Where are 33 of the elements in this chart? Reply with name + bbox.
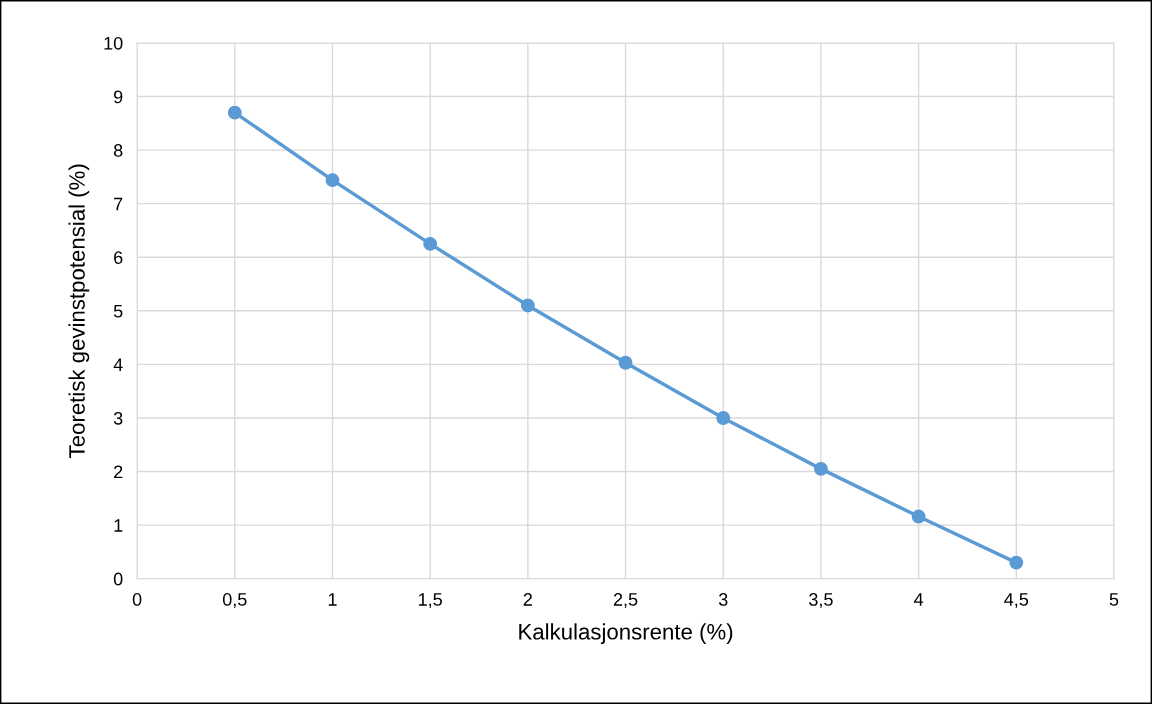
x-tick-label: 3 (718, 593, 728, 606)
x-axis-title: Kalkulasjonsrente (%) (519, 623, 733, 645)
y-tick-label: 10 (104, 36, 123, 50)
point (325, 173, 340, 188)
x-tick-label: 1 (328, 593, 337, 606)
y-tick-label: 3 (113, 411, 123, 425)
y-tick-label: 8 (113, 144, 123, 157)
point (813, 461, 828, 476)
point (618, 355, 633, 370)
x-tick-label: 4 (914, 593, 924, 606)
x-tick-label: 0,5 (222, 593, 247, 608)
x-tick-label: 1,5 (418, 593, 442, 608)
y-tick-label: 0 (113, 572, 123, 586)
x-tick-label: 2 (523, 593, 532, 606)
y-axis-title: Teoretisk gevinstpotensial (%) (68, 164, 90, 458)
y-tick-label: 1 (114, 519, 123, 532)
x-tick-label: 5 (1109, 593, 1119, 606)
y-tick-label: 2 (114, 465, 123, 479)
point (423, 236, 438, 251)
x-tick-label: 2,5 (613, 593, 638, 608)
point (911, 509, 926, 524)
y-tick-label: 4 (113, 358, 123, 371)
point (1009, 555, 1024, 570)
x-tick-label: 3,5 (809, 593, 833, 608)
y-tick-label: 6 (114, 251, 123, 264)
y-tick-label: 7 (114, 197, 123, 211)
point (520, 298, 535, 313)
x-tick-label: 4,5 (1004, 593, 1029, 608)
y-tick-label: 5 (113, 304, 123, 318)
y-tick-label: 9 (114, 90, 123, 104)
point (716, 411, 731, 425)
point (227, 105, 242, 120)
x-tick-label: 0 (132, 593, 142, 606)
